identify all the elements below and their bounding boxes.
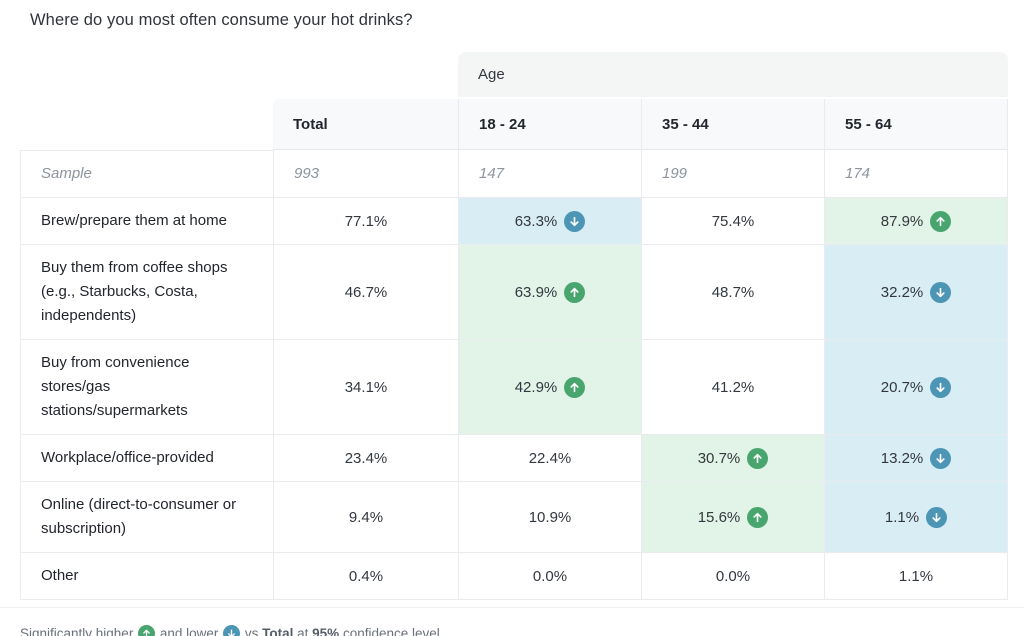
footnote-text: confidence level.	[339, 626, 444, 636]
row-label: Buy from convenience stores/gas stations…	[20, 340, 273, 435]
question-title: Where do you most often consume your hot…	[30, 11, 413, 29]
value-cell: 0.4%	[273, 553, 458, 600]
value-cell: 32.2%	[824, 245, 1009, 340]
significance-down-icon	[930, 447, 952, 469]
sample-size-value: 147	[458, 150, 641, 198]
footnote-text: vs	[241, 626, 263, 636]
table-row: Workplace/office-provided 23.4% 22.4% 30.7%…	[20, 435, 1009, 482]
footnote-text: Significantly higher	[20, 626, 138, 636]
value-cell: 13.2%	[824, 435, 1009, 482]
percentage-value: 20.7%	[880, 378, 924, 396]
table-row: Other 0.4% 0.0% 0.0% 1.1%	[20, 553, 1009, 600]
significance-down-icon	[564, 210, 586, 232]
percentage-value: 77.1%	[344, 212, 388, 230]
percentage-value: 30.7%	[697, 449, 741, 467]
percentage-value: 23.4%	[344, 449, 388, 467]
value-cell: 0.0%	[458, 553, 641, 600]
significance-up-icon	[138, 625, 156, 636]
value-cell: 87.9%	[824, 198, 1009, 245]
group-header-row: Age	[20, 52, 1009, 99]
percentage-value: 46.7%	[344, 283, 388, 301]
value-cell: 22.4%	[458, 435, 641, 482]
value-cell: 34.1%	[273, 340, 458, 435]
percentage-value: 15.6%	[697, 508, 741, 526]
crosstab-table: Age Total 18 - 24 35 - 44 55 - 64 Sample 993…	[20, 52, 1009, 600]
significance-footnote: Significantly higher and lower vs Total …	[0, 607, 1024, 636]
sample-size-value: 174	[824, 150, 1009, 198]
value-cell: 23.4%	[273, 435, 458, 482]
significance-up-icon	[747, 447, 769, 469]
percentage-value: 13.2%	[880, 449, 924, 467]
corner-cell	[20, 99, 273, 150]
sample-size-row: Sample 993 147 199 174	[20, 150, 1009, 198]
significance-down-icon	[223, 625, 241, 636]
row-label: Other	[20, 553, 273, 600]
percentage-value: 10.9%	[528, 508, 572, 526]
table-row: Buy them from coffee shops (e.g., Starbu…	[20, 245, 1009, 340]
significance-up-icon	[747, 506, 769, 528]
sample-size-value: 993	[273, 150, 458, 198]
percentage-value: 75.4%	[711, 212, 755, 230]
value-cell: 1.1%	[824, 482, 1009, 553]
value-cell: 63.3%	[458, 198, 641, 245]
column-header-35-44: 35 - 44	[641, 99, 824, 150]
value-cell: 15.6%	[641, 482, 824, 553]
footnote-emphasis-text: 95%	[312, 626, 340, 636]
table-row: Brew/prepare them at home 77.1% 63.3% 75.4%…	[20, 198, 1009, 245]
value-cell: 63.9%	[458, 245, 641, 340]
percentage-value: 48.7%	[711, 283, 755, 301]
percentage-value: 63.9%	[514, 283, 558, 301]
percentage-value: 1.1%	[884, 508, 920, 526]
age-group-header: Age	[458, 52, 1009, 99]
percentage-value: 87.9%	[880, 212, 924, 230]
value-cell: 75.4%	[641, 198, 824, 245]
row-label: Workplace/office-provided	[20, 435, 273, 482]
footnote-text: at	[293, 626, 313, 636]
percentage-value: 9.4%	[348, 508, 384, 526]
value-cell: 0.0%	[641, 553, 824, 600]
footnote-text: and lower	[156, 626, 223, 636]
percentage-value: 22.4%	[528, 449, 572, 467]
value-cell: 42.9%	[458, 340, 641, 435]
value-cell: 1.1%	[824, 553, 1009, 600]
corner-cell	[20, 52, 458, 99]
significance-down-icon	[930, 376, 952, 398]
sample-size-value: 199	[641, 150, 824, 198]
footnote-emphasis-text: Total	[262, 626, 294, 636]
percentage-value: 0.0%	[532, 567, 568, 585]
percentage-value: 41.2%	[711, 378, 755, 396]
value-cell: 9.4%	[273, 482, 458, 553]
significance-down-icon	[930, 281, 952, 303]
significance-up-icon	[564, 376, 586, 398]
value-cell: 10.9%	[458, 482, 641, 553]
value-cell: 41.2%	[641, 340, 824, 435]
percentage-value: 1.1%	[898, 567, 934, 585]
row-label: Buy them from coffee shops (e.g., Starbu…	[20, 245, 273, 340]
value-cell: 30.7%	[641, 435, 824, 482]
value-cell: 48.7%	[641, 245, 824, 340]
crosstab-table-container: Age Total 18 - 24 35 - 44 55 - 64 Sample 993…	[20, 52, 1009, 600]
significance-down-icon	[926, 506, 948, 528]
value-cell: 46.7%	[273, 245, 458, 340]
percentage-value: 42.9%	[514, 378, 558, 396]
table-row: Buy from convenience stores/gas stations…	[20, 340, 1009, 435]
column-header-total: Total	[273, 99, 458, 150]
percentage-value: 0.4%	[348, 567, 384, 585]
row-label: Online (direct-to-consumer or subscripti…	[20, 482, 273, 553]
survey-crosstab-page: Where do you most often consume your hot…	[0, 11, 1024, 636]
significance-up-icon	[930, 210, 952, 232]
table-row: Online (direct-to-consumer or subscripti…	[20, 482, 1009, 553]
percentage-value: 34.1%	[344, 378, 388, 396]
value-cell: 20.7%	[824, 340, 1009, 435]
percentage-value: 0.0%	[715, 567, 751, 585]
sample-row-label: Sample	[20, 150, 273, 198]
row-label: Brew/prepare them at home	[20, 198, 273, 245]
column-header-55-64: 55 - 64	[824, 99, 1009, 150]
column-header-18-24: 18 - 24	[458, 99, 641, 150]
significance-up-icon	[564, 281, 586, 303]
percentage-value: 63.3%	[514, 212, 558, 230]
value-cell: 77.1%	[273, 198, 458, 245]
percentage-value: 32.2%	[880, 283, 924, 301]
column-header-row: Total 18 - 24 35 - 44 55 - 64	[20, 99, 1009, 150]
